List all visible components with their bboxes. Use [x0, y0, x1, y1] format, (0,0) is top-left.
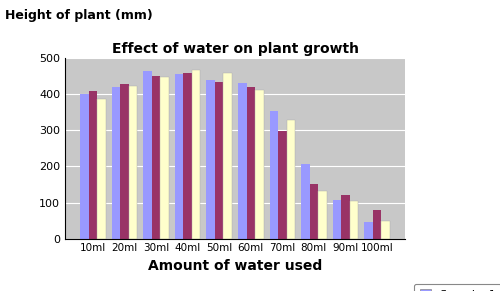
Bar [120, 84, 129, 239]
Bar [112, 87, 120, 239]
Bar [341, 195, 349, 239]
Bar [332, 200, 341, 239]
Text: Height of plant (mm): Height of plant (mm) [5, 9, 153, 22]
Bar [255, 90, 264, 239]
Bar [238, 83, 246, 239]
X-axis label: Amount of water used: Amount of water used [148, 259, 322, 273]
Legend: Sample  1, Sample  2, Sample  3: Sample 1, Sample 2, Sample 3 [414, 284, 500, 291]
Bar [286, 120, 295, 239]
Bar [350, 201, 358, 239]
Bar [144, 71, 152, 239]
Bar [160, 77, 169, 239]
Bar [381, 221, 390, 239]
Bar [215, 82, 224, 239]
Bar [129, 86, 138, 239]
Bar [318, 191, 326, 239]
Bar [372, 210, 381, 239]
Bar [175, 74, 184, 239]
Bar [98, 99, 106, 239]
Bar [301, 164, 310, 239]
Bar [270, 111, 278, 239]
Bar [152, 76, 160, 239]
Bar [278, 131, 286, 239]
Title: Effect of water on plant growth: Effect of water on plant growth [112, 42, 358, 56]
Bar [80, 94, 89, 239]
Bar [364, 222, 372, 239]
Bar [310, 184, 318, 239]
Bar [206, 80, 215, 239]
Bar [184, 73, 192, 239]
Bar [192, 70, 200, 239]
Bar [246, 87, 255, 239]
Bar [224, 73, 232, 239]
Bar [89, 91, 98, 239]
